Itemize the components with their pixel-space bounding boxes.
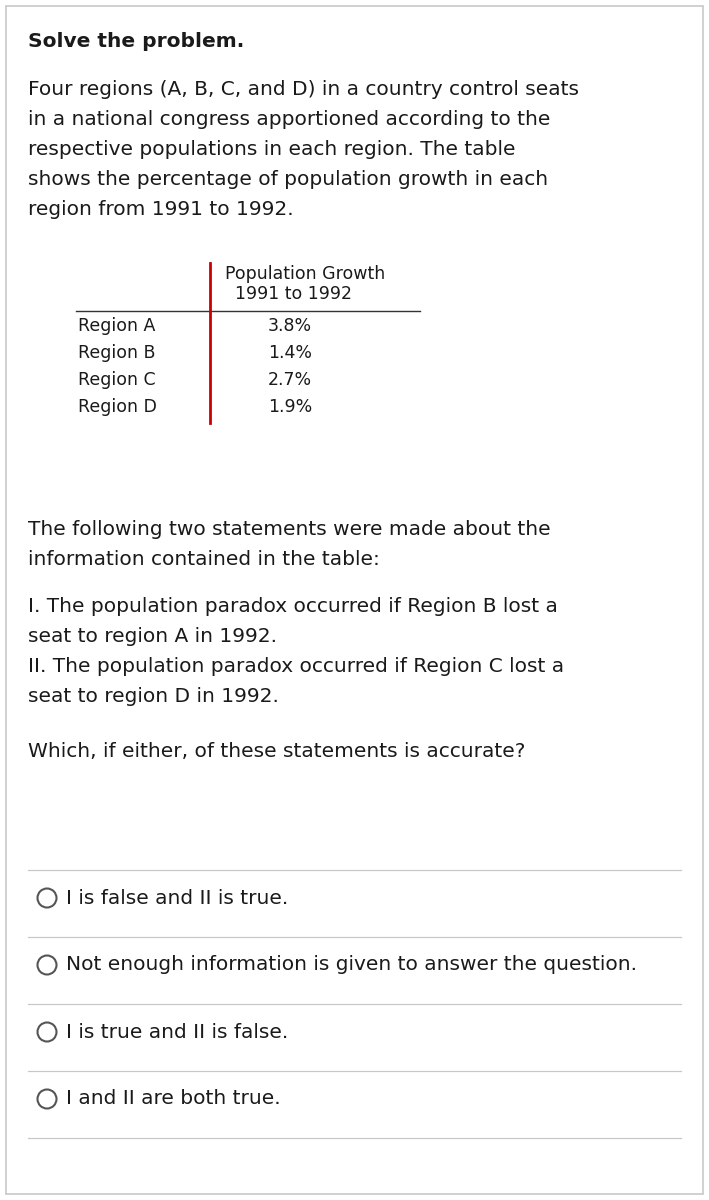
Text: 1991 to 1992: 1991 to 1992 [235, 284, 352, 302]
Text: I and II are both true.: I and II are both true. [67, 1090, 281, 1109]
Text: 1.4%: 1.4% [268, 344, 312, 362]
Text: Population Growth: Population Growth [225, 265, 385, 283]
Text: I. The population paradox occurred if Region B lost a: I. The population paradox occurred if Re… [28, 596, 558, 616]
Text: 3.8%: 3.8% [268, 317, 312, 335]
Text: I is true and II is false.: I is true and II is false. [67, 1022, 289, 1042]
Text: 2.7%: 2.7% [268, 371, 312, 389]
Text: Not enough information is given to answer the question.: Not enough information is given to answe… [67, 955, 637, 974]
Text: Solve the problem.: Solve the problem. [28, 32, 244, 50]
Text: shows the percentage of population growth in each: shows the percentage of population growt… [28, 170, 548, 188]
Text: Region A: Region A [78, 317, 155, 335]
Text: The following two statements were made about the: The following two statements were made a… [28, 520, 551, 539]
Text: I is false and II is true.: I is false and II is true. [67, 888, 289, 907]
Text: Region B: Region B [78, 344, 155, 362]
FancyBboxPatch shape [6, 6, 703, 1194]
Text: seat to region D in 1992.: seat to region D in 1992. [28, 686, 279, 706]
Text: region from 1991 to 1992.: region from 1991 to 1992. [28, 200, 294, 218]
Text: 1.9%: 1.9% [268, 398, 312, 416]
Text: Four regions (A, B, C, and D) in a country control seats: Four regions (A, B, C, and D) in a count… [28, 80, 579, 98]
Text: Which, if either, of these statements is accurate?: Which, if either, of these statements is… [28, 742, 525, 761]
Text: Region D: Region D [78, 398, 157, 416]
Text: II. The population paradox occurred if Region C lost a: II. The population paradox occurred if R… [28, 658, 564, 676]
Text: seat to region A in 1992.: seat to region A in 1992. [28, 626, 277, 646]
Text: Region C: Region C [78, 371, 155, 389]
Text: information contained in the table:: information contained in the table: [28, 550, 380, 569]
Text: in a national congress apportioned according to the: in a national congress apportioned accor… [28, 110, 550, 128]
Text: respective populations in each region. The table: respective populations in each region. T… [28, 140, 515, 158]
